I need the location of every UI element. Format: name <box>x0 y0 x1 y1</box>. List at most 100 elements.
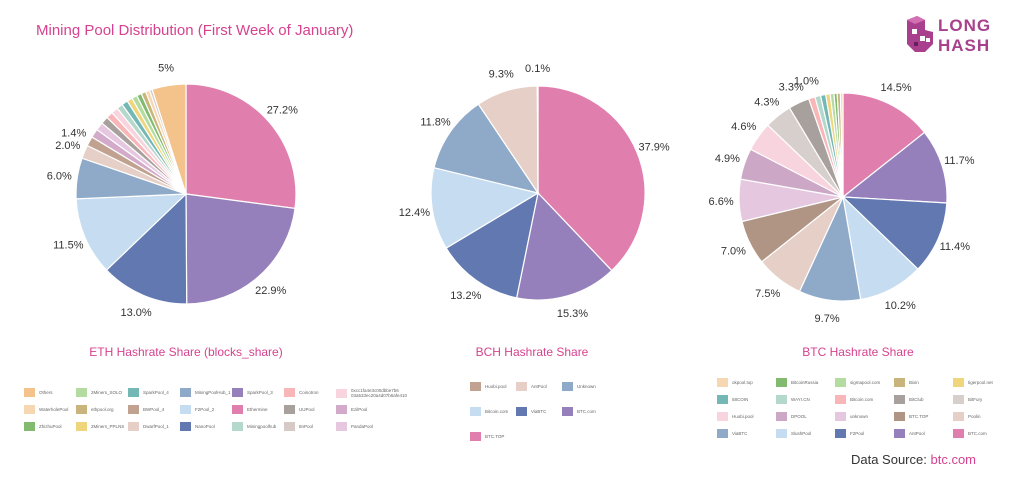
legend-swatch <box>776 412 787 421</box>
legend-label: EzilPool <box>351 407 368 412</box>
legend-label: BTC.TOP <box>909 414 929 419</box>
legend-label: 8nPool <box>299 424 314 429</box>
data-source: Data Source: btc.com <box>851 452 976 467</box>
legend-label: BitClub <box>909 397 924 402</box>
legend-item: Coinotron <box>284 388 319 397</box>
legend-label: unknown <box>850 414 869 419</box>
legend-swatch <box>232 388 243 397</box>
pie-slice-viabtc <box>445 191 539 299</box>
legend-swatch <box>76 388 87 397</box>
legend-swatch <box>24 388 35 397</box>
legend-item: unknown <box>835 412 868 421</box>
legend-swatch <box>76 405 87 414</box>
legend-label: 58COIN <box>732 397 749 402</box>
legend-swatch <box>717 429 728 438</box>
legend-label: 2Miners_PPLNS <box>91 424 125 429</box>
legend-swatch <box>894 395 905 404</box>
legend-swatch <box>953 412 964 421</box>
legend-label: ZhizhuPool <box>39 424 62 429</box>
legend-item: SparkPool_3 <box>232 388 273 397</box>
legend-label: DwarfPool_1 <box>143 424 169 429</box>
legend-swatch <box>835 429 846 438</box>
legend-label: okpool.top <box>732 380 753 385</box>
legend-swatch <box>717 412 728 421</box>
slice-label: 7.5% <box>755 288 780 300</box>
pie-slice-f2pool-2 <box>75 193 188 271</box>
pie-slice-btc-com <box>515 191 613 301</box>
legend-swatch <box>24 422 35 431</box>
cube-logo-icon <box>907 16 933 52</box>
legend-item: Bitcoin.com <box>835 395 873 404</box>
legend-item: sigmapool.com <box>835 378 880 387</box>
legend-item: Others <box>24 388 53 397</box>
legend-item: Poolin <box>953 412 981 421</box>
legend-item: UUPool <box>284 405 315 414</box>
legend-swatch <box>232 422 243 431</box>
legend-label: SlushPool <box>791 431 812 436</box>
legend-swatch <box>336 422 347 431</box>
legend-swatch <box>516 382 527 391</box>
legend-label: F2Pool <box>850 431 865 436</box>
pie-chart-1: 37.9% 15.3% 13.2% 12.4% 11.8% 9.3% 0.1% <box>399 63 670 320</box>
legend-item: F2Pool <box>835 429 864 438</box>
slice-label: 4.3% <box>754 97 779 109</box>
legend-item: Bixin <box>894 378 919 387</box>
legend-swatch <box>776 395 787 404</box>
legend-swatch <box>128 388 139 397</box>
legend-swatch <box>953 395 964 404</box>
legend-item: NanoPool <box>180 422 215 431</box>
legend-item: WAYI.CN <box>776 395 810 404</box>
legend-item: AntPool <box>894 429 925 438</box>
legend-item: Miningpoolhub <box>232 422 276 431</box>
legend-swatch <box>336 388 347 398</box>
legend-item: 2Miners_SOLO <box>76 388 122 397</box>
legend-swatch <box>128 422 139 431</box>
legend-swatch <box>336 405 347 414</box>
legend-swatch <box>835 378 846 387</box>
legend-swatch <box>284 388 295 397</box>
legend-swatch <box>717 378 728 387</box>
legend-label: 2Miners_SOLO <box>91 390 123 395</box>
legend-swatch <box>284 422 295 431</box>
slice-label: 10.2% <box>885 300 916 312</box>
slice-label: 9.7% <box>815 313 840 325</box>
legend-label: tigerpool.net <box>968 380 993 385</box>
legend-item: Bitcoin.com <box>470 407 508 416</box>
legend-label: UUPool <box>299 407 315 412</box>
legend-label: Huobi.pool <box>485 384 507 389</box>
pie-slice-nanopool <box>105 192 188 305</box>
legend-item: EzilPool <box>336 405 367 414</box>
legend-swatch <box>76 422 87 431</box>
legend-label: sigmapool.com <box>850 380 881 385</box>
legend-label: WAYI.CN <box>791 397 810 402</box>
legend-swatch <box>470 432 481 441</box>
legend-swatch <box>835 395 846 404</box>
legend-swatch <box>180 422 191 431</box>
pie-slice-antpool <box>841 131 948 204</box>
legend-item: BitFury <box>953 395 982 404</box>
legend-label: WaterholePool <box>39 407 69 412</box>
legend-swatch <box>180 388 191 397</box>
legend-swatch <box>894 378 905 387</box>
legend-item: PandaPool <box>336 422 373 431</box>
legend-item: BTC.com <box>953 429 987 438</box>
pie-chart-0: 27.2% 22.9% 13.0% 11.5% 6.0% 2.0%1.4% 5% <box>47 63 298 319</box>
slice-label: 4.9% <box>715 153 740 165</box>
legend-label: SparkPool_4 <box>143 390 169 395</box>
slice-label: 13.0% <box>120 307 151 319</box>
legend-item: Ethermine <box>232 405 268 414</box>
legend-item: 0xcc1fa4e3c00dbbe7b6 03a533ec20a4d07b6af… <box>336 388 407 398</box>
legend-label: AntPool <box>531 384 547 389</box>
pie-chart-2: 14.5% 11.7% 11.4% 10.2% 9.7% 7.5% 7.0% 6.6% 4.9%… <box>709 76 975 325</box>
slice-label: 2.0% <box>55 140 80 152</box>
legend-label: SparkPool_3 <box>247 390 273 395</box>
legend-label: NanoPool <box>195 424 215 429</box>
slice-label: 0.1% <box>525 63 550 75</box>
legend-item: DPOOL <box>776 412 807 421</box>
legend-item: DwarfPool_1 <box>128 422 169 431</box>
slice-label: 5% <box>158 63 174 75</box>
data-source-link[interactable]: btc.com <box>930 452 976 467</box>
legend-label: BWPool_4 <box>143 407 165 412</box>
pie-slice-bitcoin-com <box>430 166 540 249</box>
legend-item: 8nPool <box>284 422 313 431</box>
